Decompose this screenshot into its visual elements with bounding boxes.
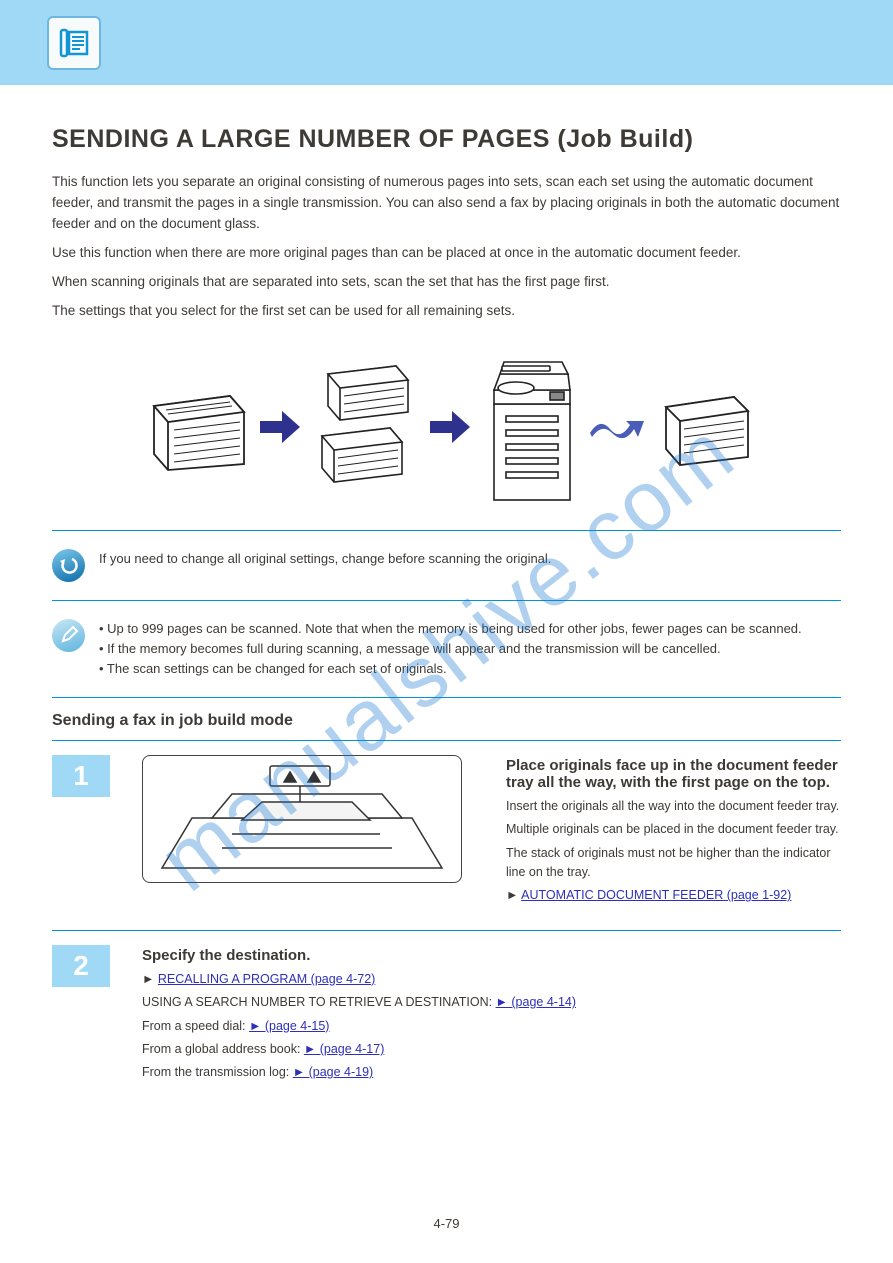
undo-icon bbox=[52, 549, 85, 582]
stack-large-icon bbox=[140, 382, 250, 472]
divider bbox=[52, 930, 841, 931]
stacks-split-icon bbox=[310, 362, 420, 492]
step-number-1: 1 bbox=[52, 755, 110, 797]
document-feeder-illustration bbox=[142, 755, 462, 883]
step-number-2: 2 bbox=[52, 945, 110, 987]
copier-icon bbox=[480, 350, 580, 504]
undo-note-text: If you need to change all original setti… bbox=[99, 549, 551, 569]
intro-paragraph-1: This function lets you separate an origi… bbox=[52, 172, 841, 235]
arrow-right-icon bbox=[428, 407, 472, 447]
fax-icon bbox=[47, 16, 101, 70]
step-2-body: Specify the destination. ► RECALLING A P… bbox=[142, 945, 841, 1087]
search-number-link[interactable]: ► (page 4-14) bbox=[496, 995, 576, 1009]
document-feeder-link[interactable]: AUTOMATIC DOCUMENT FEEDER (page 1-92) bbox=[521, 888, 791, 902]
info-note-text: • Up to 999 pages can be scanned. Note t… bbox=[99, 619, 802, 679]
note-bullet-3: • The scan settings can be changed for e… bbox=[99, 659, 802, 679]
step-2-line-d: From a global address book: ► (page 4-17… bbox=[142, 1040, 841, 1059]
header-bar bbox=[0, 0, 893, 85]
info-note-row: • Up to 999 pages can be scanned. Note t… bbox=[52, 601, 841, 697]
prefix-text: From the transmission log: bbox=[142, 1065, 293, 1079]
prefix-text: USING A SEARCH NUMBER TO RETRIEVE A DEST… bbox=[142, 995, 496, 1009]
process-diagram bbox=[52, 350, 841, 504]
transmission-log-link[interactable]: ► (page 4-19) bbox=[293, 1065, 373, 1079]
prefix-text: From a global address book: bbox=[142, 1042, 304, 1056]
arrow-right-icon bbox=[258, 407, 302, 447]
step-1-line-2: Multiple originals can be placed in the … bbox=[506, 820, 841, 839]
page-number: 4-79 bbox=[0, 1216, 893, 1231]
step-2-line-a: ► RECALLING A PROGRAM (page 4-72) bbox=[142, 970, 841, 989]
subheading: Sending a fax in job build mode bbox=[52, 698, 841, 740]
note-bullet-1: • Up to 999 pages can be scanned. Note t… bbox=[99, 619, 802, 639]
undo-note-row: If you need to change all original setti… bbox=[52, 531, 841, 600]
step-1-crossref: ► AUTOMATIC DOCUMENT FEEDER (page 1-92) bbox=[506, 886, 841, 905]
step-1: 1 Place originals face up in the docu bbox=[52, 755, 841, 910]
wavy-arrow-icon bbox=[588, 411, 646, 443]
divider bbox=[52, 740, 841, 741]
intro-paragraph-2: Use this function when there are more or… bbox=[52, 243, 841, 264]
intro-paragraph-3: When scanning originals that are separat… bbox=[52, 272, 841, 293]
prefix-text: From a speed dial: bbox=[142, 1019, 249, 1033]
stack-output-icon bbox=[654, 387, 754, 467]
program-link[interactable]: RECALLING A PROGRAM (page 4-72) bbox=[158, 972, 375, 986]
intro-paragraph-4: The settings that you select for the fir… bbox=[52, 301, 841, 322]
crossref-prefix: ► bbox=[506, 888, 521, 902]
step-1-body: Place originals face up in the document … bbox=[506, 755, 841, 910]
note-bullet-2: • If the memory becomes full during scan… bbox=[99, 639, 802, 659]
prefix: ► bbox=[142, 972, 158, 986]
step-2-line-c: From a speed dial: ► (page 4-15) bbox=[142, 1017, 841, 1036]
pencil-icon bbox=[52, 619, 85, 652]
step-1-line-1: Insert the originals all the way into th… bbox=[506, 797, 841, 816]
step-1-line-3: The stack of originals must not be highe… bbox=[506, 844, 841, 883]
step-2-line-e: From the transmission log: ► (page 4-19) bbox=[142, 1063, 841, 1082]
step-2-title: Specify the destination. bbox=[142, 947, 841, 964]
page-title: SENDING A LARGE NUMBER OF PAGES (Job Bui… bbox=[52, 125, 841, 154]
step-2: 2 Specify the destination. ► RECALLING A… bbox=[52, 945, 841, 1087]
step-1-title: Place originals face up in the document … bbox=[506, 757, 841, 791]
step-2-line-b: USING A SEARCH NUMBER TO RETRIEVE A DEST… bbox=[142, 993, 841, 1012]
global-address-link[interactable]: ► (page 4-17) bbox=[304, 1042, 384, 1056]
page-content: SENDING A LARGE NUMBER OF PAGES (Job Bui… bbox=[0, 85, 893, 1087]
speed-dial-link[interactable]: ► (page 4-15) bbox=[249, 1019, 329, 1033]
